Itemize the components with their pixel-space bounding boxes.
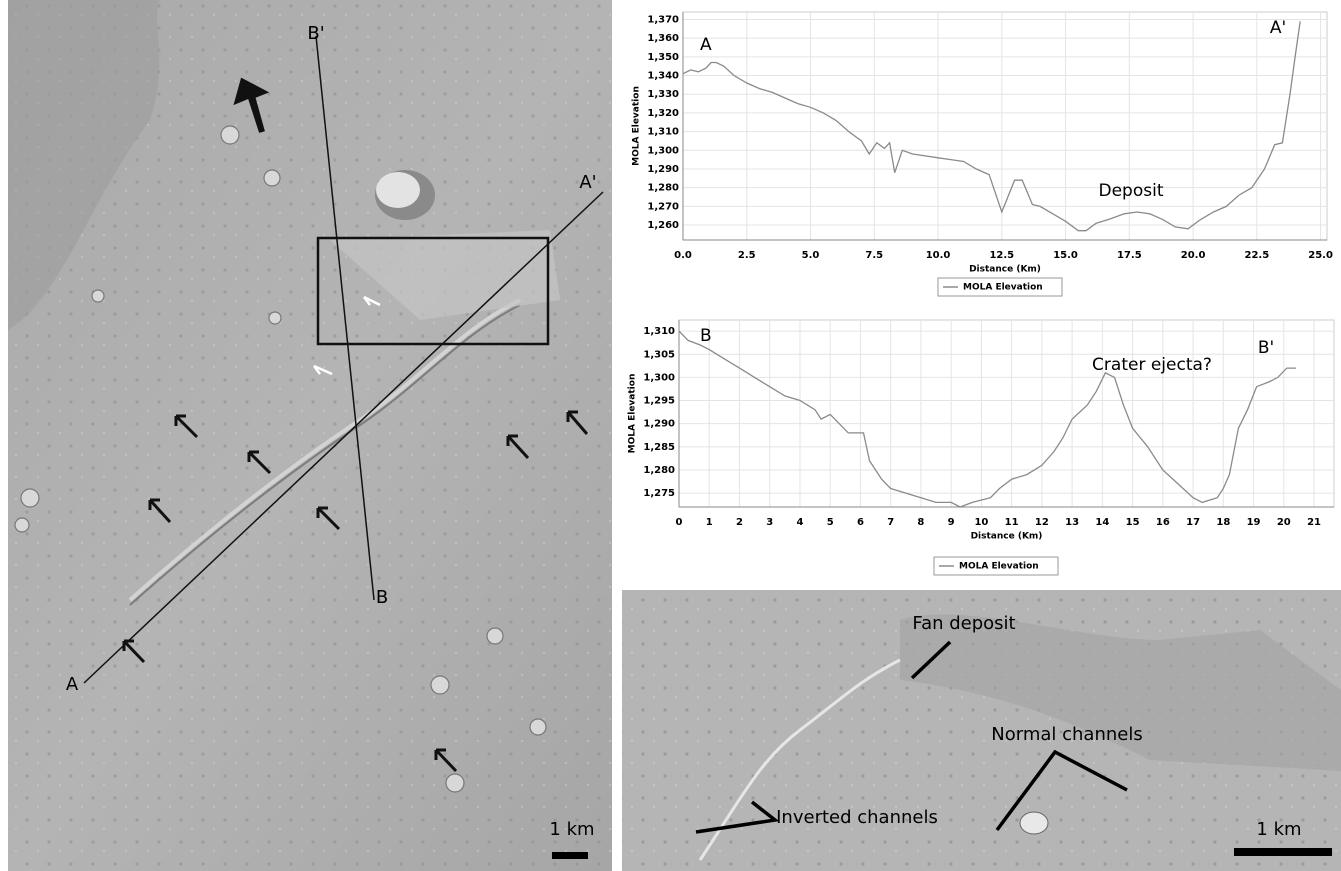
annotation: Crater ejecta? <box>1092 355 1212 375</box>
x-tick-label: 2.5 <box>738 250 756 261</box>
y-tick-label: 1,280 <box>643 465 675 476</box>
y-tick-label: 1,270 <box>647 201 679 212</box>
terrain-image-left <box>8 0 612 871</box>
x-tick-label: 5 <box>827 517 834 528</box>
legend-label: MOLA Elevation <box>959 562 1039 572</box>
y-tick-label: 1,290 <box>643 419 675 430</box>
x-tick-label: 22.5 <box>1245 250 1270 261</box>
image-label: B <box>376 587 388 608</box>
y-tick-label: 1,310 <box>647 127 679 138</box>
figure-svg: B' A' B A 1 km Fan deposit Normal channels Inve… <box>0 0 1341 871</box>
x-tick-label: 10 <box>974 517 988 528</box>
x-tick-label: 8 <box>917 517 924 528</box>
x-tick-label: 5.0 <box>802 250 820 261</box>
image-label: B' <box>307 23 324 44</box>
y-tick-label: 1,340 <box>647 71 679 82</box>
annotation: B' <box>1258 338 1274 358</box>
x-tick-label: 25.0 <box>1308 250 1333 261</box>
x-axis-label: Distance (Km) <box>969 265 1041 275</box>
x-tick-label: 20.0 <box>1181 250 1206 261</box>
x-tick-label: 1 <box>706 517 713 528</box>
image-label: A <box>66 674 79 695</box>
x-tick-label: 2 <box>736 517 743 528</box>
image-label: Normal channels <box>991 724 1142 745</box>
x-tick-label: 7.5 <box>865 250 883 261</box>
x-tick-label: 0 <box>676 517 683 528</box>
x-tick-label: 6 <box>857 517 864 528</box>
x-tick-label: 4 <box>796 517 803 528</box>
y-tick-label: 1,285 <box>643 442 675 453</box>
x-tick-label: 16 <box>1156 517 1170 528</box>
y-tick-label: 1,320 <box>647 108 679 119</box>
y-tick-label: 1,300 <box>643 372 675 383</box>
figure: B' A' B A 1 km Fan deposit Normal channels Inve… <box>0 0 1341 871</box>
y-tick-label: 1,295 <box>643 396 675 407</box>
y-tick-label: 1,370 <box>647 14 679 25</box>
y-tick-label: 1,360 <box>647 33 679 44</box>
x-tick-label: 7 <box>887 517 894 528</box>
x-tick-label: 10.0 <box>926 250 951 261</box>
y-tick-label: 1,310 <box>643 326 675 337</box>
image-label: 1 km <box>549 819 594 840</box>
annotation: A <box>700 35 712 55</box>
x-tick-label: 15 <box>1126 517 1140 528</box>
y-tick-label: 1,275 <box>643 488 675 499</box>
y-tick-label: 1,260 <box>647 220 679 231</box>
image-label: A' <box>579 172 596 193</box>
annotation: A' <box>1270 18 1286 38</box>
x-tick-label: 12 <box>1035 517 1049 528</box>
plot-area <box>679 320 1334 507</box>
x-tick-label: 14 <box>1095 517 1109 528</box>
x-tick-label: 19 <box>1247 517 1261 528</box>
x-tick-label: 20 <box>1277 517 1291 528</box>
x-tick-label: 3 <box>766 517 773 528</box>
y-axis-label: MOLA Elevation <box>632 86 642 166</box>
annotation: B <box>700 326 712 346</box>
y-tick-label: 1,330 <box>647 89 679 100</box>
annotation: Deposit <box>1099 181 1164 201</box>
x-tick-label: 21 <box>1307 517 1321 528</box>
image-label: Inverted channels <box>776 807 938 828</box>
x-tick-label: 15.0 <box>1053 250 1078 261</box>
y-tick-label: 1,305 <box>643 349 675 360</box>
y-tick-label: 1,290 <box>647 164 679 175</box>
x-tick-label: 9 <box>948 517 955 528</box>
x-tick-label: 13 <box>1065 517 1079 528</box>
x-axis-label: Distance (Km) <box>971 532 1043 542</box>
plot-area <box>683 12 1327 240</box>
x-tick-label: 17 <box>1186 517 1200 528</box>
x-tick-label: 12.5 <box>989 250 1014 261</box>
y-tick-label: 1,350 <box>647 52 679 63</box>
image-label: Fan deposit <box>912 613 1015 634</box>
legend-label: MOLA Elevation <box>963 283 1043 293</box>
y-tick-label: 1,300 <box>647 145 679 156</box>
y-axis-label: MOLA Elevation <box>628 374 638 454</box>
x-tick-label: 0.0 <box>674 250 692 261</box>
x-tick-label: 11 <box>1005 517 1019 528</box>
y-tick-label: 1,280 <box>647 183 679 194</box>
image-label: 1 km <box>1256 819 1301 840</box>
x-tick-label: 17.5 <box>1117 250 1142 261</box>
x-tick-label: 18 <box>1216 517 1230 528</box>
